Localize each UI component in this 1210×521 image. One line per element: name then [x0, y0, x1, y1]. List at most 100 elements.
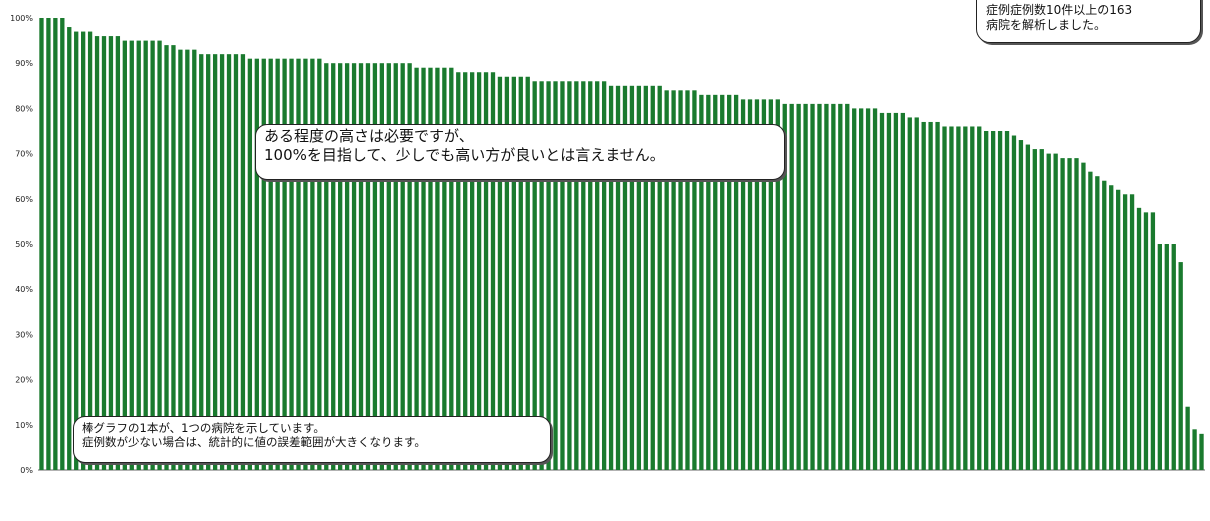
bar — [949, 126, 954, 470]
annotation-bottom: 棒グラフの1本が、1つの病院を示しています。 症例数が少ない場合は、統計的に値の… — [73, 416, 551, 463]
bar — [879, 112, 885, 471]
bar — [282, 58, 287, 471]
bar — [1039, 149, 1044, 470]
bar — [803, 103, 808, 470]
bar — [733, 94, 739, 470]
annotation-bottom-line-2: 症例数が少ない場合は、統計的に値の誤差範囲が大きくなります。 — [82, 435, 426, 450]
annotation-corner: 症例症例数10件以上の163 病院を解析しました。 — [976, 0, 1201, 43]
bar — [601, 81, 607, 470]
bar — [317, 58, 322, 471]
bar — [247, 58, 253, 471]
bar — [581, 81, 586, 470]
bar — [1046, 153, 1051, 470]
bar — [754, 99, 760, 471]
bar — [289, 58, 294, 471]
bar — [338, 63, 343, 470]
bar — [935, 121, 940, 471]
bar — [810, 103, 815, 470]
y-tick-label: 60% — [15, 195, 33, 204]
bar — [1004, 131, 1010, 470]
bar — [115, 36, 121, 470]
bar — [782, 103, 787, 470]
bar — [233, 54, 239, 470]
bar — [53, 18, 58, 470]
bar — [164, 45, 169, 471]
bar — [324, 63, 329, 470]
bar — [824, 103, 829, 470]
y-tick-label: 20% — [15, 376, 33, 385]
bar — [1081, 162, 1086, 470]
bar — [699, 94, 704, 470]
bar — [886, 112, 892, 471]
bar — [331, 63, 336, 470]
bar — [150, 40, 155, 470]
bar — [893, 112, 899, 471]
bar — [984, 131, 989, 470]
bar — [358, 63, 364, 470]
bar — [296, 58, 301, 471]
bar — [351, 63, 357, 470]
bar — [1088, 171, 1093, 470]
bar — [157, 40, 162, 470]
bar — [956, 126, 961, 470]
bar — [838, 103, 843, 470]
bar — [990, 131, 996, 470]
bar — [1136, 207, 1142, 470]
bar — [1109, 185, 1114, 471]
bar — [1018, 140, 1024, 471]
bar — [546, 81, 551, 470]
bar — [692, 90, 697, 470]
bar — [532, 81, 537, 470]
bar — [928, 121, 933, 471]
bar — [449, 67, 454, 470]
bar — [622, 85, 628, 471]
bar — [212, 54, 218, 470]
bar — [1032, 149, 1037, 470]
bar — [1116, 189, 1121, 470]
bar — [400, 63, 405, 470]
bar — [817, 103, 822, 470]
annotation-bottom-line-1: 棒グラフの1本が、1つの病院を示しています。 — [82, 421, 325, 435]
bar — [1192, 429, 1197, 470]
bar — [435, 67, 440, 470]
bar — [407, 63, 412, 470]
bar — [393, 63, 398, 470]
bar — [143, 40, 148, 470]
bar — [1157, 244, 1162, 470]
bar — [60, 18, 65, 470]
bar — [796, 103, 801, 470]
bar — [129, 40, 134, 470]
bar — [761, 99, 767, 471]
y-tick-label: 0% — [20, 466, 33, 475]
bar — [199, 54, 204, 470]
bar — [706, 94, 711, 470]
bar — [914, 117, 919, 470]
bar — [553, 81, 558, 470]
bar — [525, 76, 530, 470]
bar — [344, 63, 350, 470]
bar — [768, 99, 773, 471]
annotation-top-line-2: 100%を目指して、少しでも高い方が良いとは言えません。 — [264, 145, 665, 164]
bar — [122, 40, 127, 470]
bar — [1199, 433, 1204, 470]
bar — [921, 121, 926, 471]
bar — [900, 112, 905, 471]
bar — [1067, 158, 1072, 470]
bar — [226, 54, 232, 470]
bar — [845, 103, 850, 470]
bar — [268, 58, 273, 471]
bar — [46, 18, 51, 470]
bar — [1185, 406, 1190, 470]
bar — [678, 90, 683, 470]
bar — [1122, 194, 1128, 470]
bar — [240, 54, 246, 470]
bar — [1171, 244, 1176, 470]
bar — [963, 126, 968, 470]
bar — [470, 72, 475, 471]
bar — [636, 85, 642, 471]
bar — [1164, 244, 1169, 470]
bar — [74, 31, 79, 471]
bar — [476, 72, 482, 471]
bar — [504, 76, 510, 470]
